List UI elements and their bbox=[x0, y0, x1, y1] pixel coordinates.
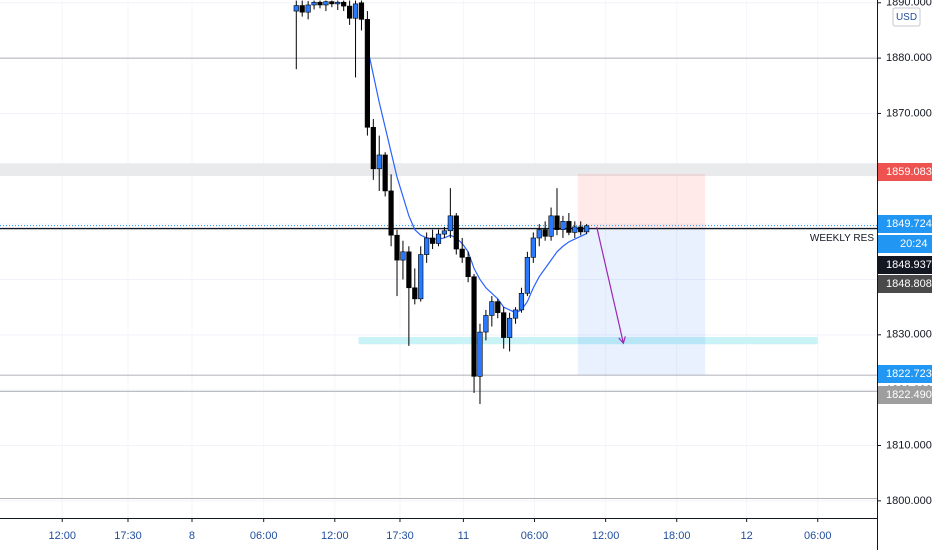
x-tick-label: 06:00 bbox=[250, 530, 278, 542]
price-label-box bbox=[878, 365, 932, 383]
cyan-zone bbox=[358, 337, 818, 345]
x-tick-label: 06:00 bbox=[804, 530, 832, 542]
y-tick-label: 1800.000 bbox=[886, 495, 932, 507]
price-label: 1822.723 bbox=[886, 368, 932, 380]
candle-body bbox=[400, 251, 406, 261]
price-label-box bbox=[878, 215, 932, 233]
arrow bbox=[596, 226, 624, 344]
x-tick-label: 8 bbox=[189, 530, 195, 542]
candle-body bbox=[512, 309, 519, 319]
candle-body bbox=[530, 237, 536, 258]
candle-body bbox=[489, 301, 495, 316]
candle-body bbox=[459, 248, 465, 258]
candle-body bbox=[388, 190, 394, 236]
candle-body bbox=[364, 19, 370, 128]
x-tick-label: 11 bbox=[458, 530, 469, 542]
price-label: 1848.808 bbox=[886, 278, 932, 290]
x-tick-label: 18:00 bbox=[663, 530, 691, 542]
candle-body bbox=[536, 229, 542, 239]
candle-body bbox=[370, 126, 376, 170]
candle-body bbox=[435, 233, 442, 244]
candle-body bbox=[542, 229, 548, 237]
candle-body bbox=[465, 257, 471, 278]
candle-body bbox=[518, 293, 525, 311]
candle-body bbox=[584, 225, 590, 233]
weekly-res-label: WEEKLY RES bbox=[810, 233, 874, 244]
candle-body bbox=[412, 287, 418, 300]
y-tick-label: 1830.000 bbox=[886, 329, 932, 341]
x-tick-label: 12:00 bbox=[592, 530, 620, 542]
x-tick-label: 12 bbox=[741, 530, 753, 542]
candle-body bbox=[394, 234, 400, 261]
candle-body bbox=[382, 154, 388, 192]
candle-body bbox=[358, 2, 365, 20]
candle-body bbox=[447, 215, 453, 232]
price-label-box bbox=[878, 275, 932, 293]
candle-body bbox=[453, 215, 459, 250]
candle-body bbox=[376, 154, 382, 170]
price-label: 20:24 bbox=[900, 238, 928, 250]
candle-body bbox=[323, 1, 329, 6]
currency-box bbox=[892, 7, 921, 27]
target-zone bbox=[577, 228, 706, 376]
price-label: 1849.724 bbox=[886, 218, 932, 230]
candle-body bbox=[441, 230, 448, 235]
candle-body bbox=[406, 251, 412, 289]
candle-body bbox=[429, 237, 436, 244]
candle-body bbox=[507, 317, 513, 338]
x-tick-label: 17:30 bbox=[386, 530, 414, 542]
candle-body bbox=[578, 226, 584, 233]
y-tick-label: 1890.000 bbox=[886, 0, 932, 9]
candle-body bbox=[293, 5, 299, 12]
stop-zone bbox=[577, 173, 706, 229]
candle-body bbox=[305, 4, 311, 13]
candle-body bbox=[495, 301, 501, 313]
candle-body bbox=[554, 215, 560, 230]
currency: USD bbox=[896, 12, 917, 23]
price-label-box bbox=[878, 163, 932, 181]
price-label-box bbox=[878, 256, 932, 274]
plot-area: WEEKLY RES bbox=[0, 0, 877, 518]
candle-body bbox=[317, 1, 323, 6]
candle-body bbox=[572, 226, 578, 233]
candle-body bbox=[341, 1, 347, 7]
x-tick-label: 12:00 bbox=[321, 530, 349, 542]
price-label: 1859.083 bbox=[886, 166, 932, 178]
x-tick-label: 12:00 bbox=[48, 530, 76, 542]
x-tick-label: 17:30 bbox=[114, 530, 142, 542]
price-label: 1822.490 bbox=[886, 389, 932, 401]
candle-body bbox=[418, 254, 424, 300]
candle-body bbox=[483, 315, 489, 333]
arrow-head bbox=[618, 336, 626, 345]
candle-body bbox=[560, 221, 566, 230]
candle-body bbox=[352, 3, 359, 19]
candle-body bbox=[311, 1, 317, 6]
candle-body bbox=[524, 257, 530, 294]
candle-body bbox=[299, 5, 305, 13]
candle-body bbox=[477, 331, 483, 377]
price-label-box bbox=[878, 386, 932, 404]
candle-body bbox=[566, 221, 572, 233]
candle-body bbox=[501, 312, 507, 338]
y-tick-label: 1810.000 bbox=[886, 439, 932, 451]
ema-line bbox=[366, 46, 587, 314]
candle-body bbox=[424, 237, 430, 255]
candle-body bbox=[347, 5, 353, 19]
x-tick-label: 06:00 bbox=[521, 530, 549, 542]
gray-zone bbox=[0, 163, 877, 176]
candle-body bbox=[471, 276, 477, 377]
y-tick-label: 1880.000 bbox=[886, 52, 932, 64]
candle-body bbox=[329, 1, 335, 5]
candle-body bbox=[548, 215, 554, 237]
price-label-box bbox=[878, 235, 932, 253]
candle-body bbox=[335, 1, 341, 5]
price-label: 1848.937 bbox=[886, 259, 932, 271]
y-tick-label: 1870.000 bbox=[886, 107, 932, 119]
